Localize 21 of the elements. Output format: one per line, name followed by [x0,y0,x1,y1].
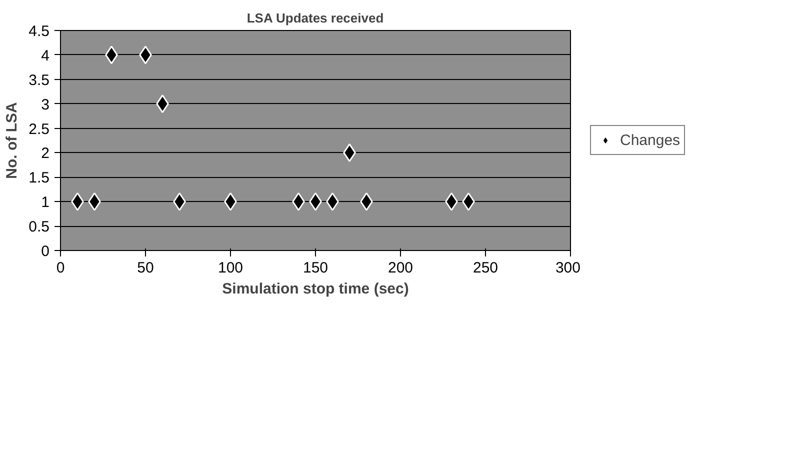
y-tick-label: 3 [41,96,50,114]
x-tick-label: 150 [302,260,328,276]
y-tick-label: 1.5 [28,170,50,187]
chart-title: LSA Updates received [246,10,384,26]
x-tick-label: 50 [137,260,154,276]
legend-label: Changes [620,132,680,148]
y-tick-label: 0 [41,243,50,260]
x-tick-label: 300 [555,260,581,276]
y-tick-label: 4 [41,47,50,64]
x-tick-label: 0 [56,260,65,276]
y-tick-label: 1 [41,194,50,212]
y-axis-title: No. of LSA [4,102,21,179]
x-tick-label: 200 [388,260,414,276]
x-tick-label: 100 [218,260,244,276]
y-tick-label: 0.5 [28,218,50,236]
y-tick-label: 2 [41,145,50,162]
x-axis-title: Simulation stop time (sec) [222,280,409,298]
y-tick-label: 2.5 [28,120,50,138]
y-tick-label: 4.5 [28,23,50,40]
y-tick-label: 3.5 [28,72,50,89]
x-tick-label: 250 [472,260,498,276]
